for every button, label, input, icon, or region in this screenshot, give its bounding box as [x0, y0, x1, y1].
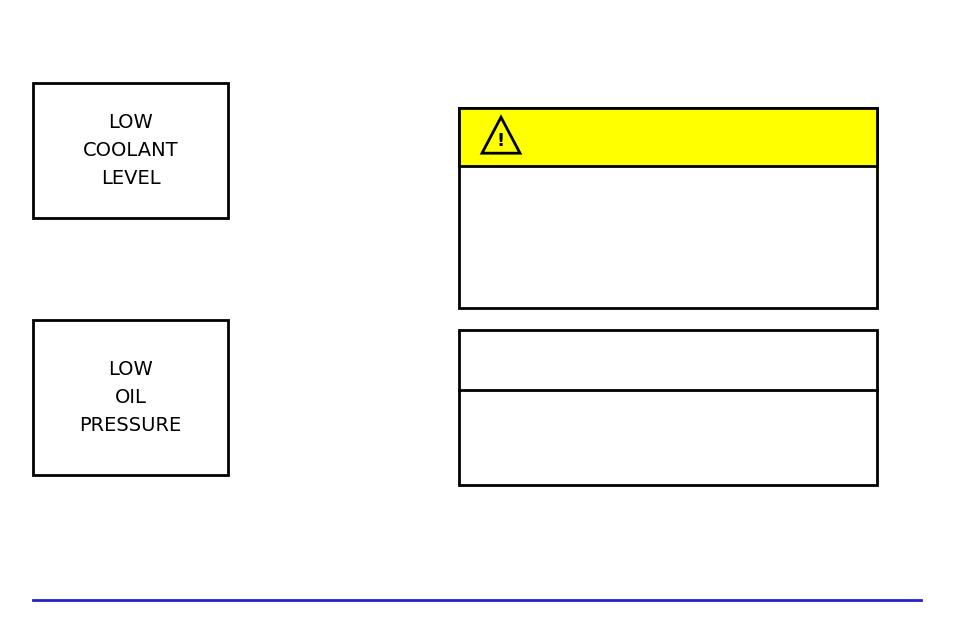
Polygon shape: [481, 117, 519, 153]
Text: LOW
OIL
PRESSURE: LOW OIL PRESSURE: [79, 360, 181, 435]
Bar: [33, 83, 228, 218]
Text: !: !: [497, 132, 504, 149]
Bar: [458, 108, 876, 166]
Bar: [33, 320, 228, 475]
Bar: [458, 108, 876, 308]
Text: LOW
COOLANT
LEVEL: LOW COOLANT LEVEL: [83, 113, 178, 188]
Bar: [458, 330, 876, 485]
